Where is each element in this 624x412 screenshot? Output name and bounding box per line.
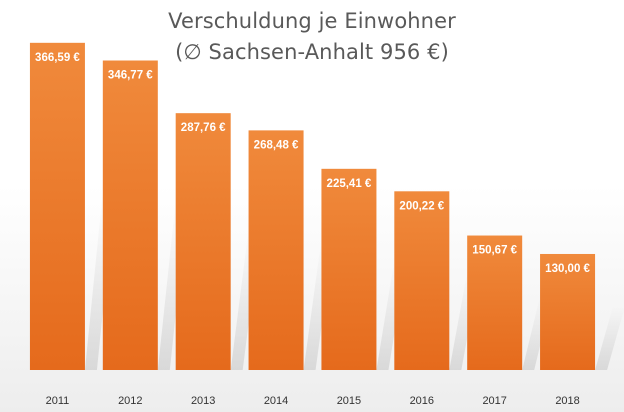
bar-value-label: 225,41 € <box>327 178 372 190</box>
x-tick-label: 2015 <box>337 395 361 407</box>
bar-value-label: 130,00 € <box>545 263 590 275</box>
x-tick-label: 2018 <box>555 395 579 407</box>
x-tick-label: 2013 <box>191 395 215 407</box>
bar-value-label: 268,48 € <box>254 139 299 151</box>
bars <box>29 42 596 371</box>
bar-value-label: 150,67 € <box>472 245 517 257</box>
bar-value-label: 346,77 € <box>108 70 153 82</box>
chart-title: Verschuldung je Einwohner <box>168 9 456 33</box>
bar-2015 <box>321 168 377 370</box>
bar-2014 <box>248 130 304 370</box>
bar-value-labels: 366,59 € 346,77 € 287,76 € 268,48 € 225,41 €… <box>35 52 590 275</box>
bar-value-label: 366,59 € <box>35 52 80 64</box>
bar-value-label: 200,22 € <box>399 200 444 212</box>
x-tick-label: 2011 <box>46 395 70 407</box>
bar-2017 <box>467 235 523 370</box>
chart-subtitle: (∅ Sachsen-Anhalt 956 €) <box>175 40 449 64</box>
x-tick-label: 2017 <box>482 395 506 407</box>
x-axis-ticks: 2011 2012 2013 2014 2015 2016 2017 2018 <box>46 395 580 407</box>
bar-2013 <box>175 113 231 371</box>
bar-2012 <box>102 60 158 370</box>
x-tick-label: 2014 <box>264 395 288 407</box>
bar-2011 <box>29 42 85 371</box>
bar-2016 <box>394 191 450 370</box>
bar-shadow <box>595 306 624 370</box>
x-tick-label: 2012 <box>118 395 142 407</box>
x-tick-label: 2016 <box>410 395 434 407</box>
bar-2018 <box>540 253 596 370</box>
bar-value-label: 287,76 € <box>181 122 226 134</box>
